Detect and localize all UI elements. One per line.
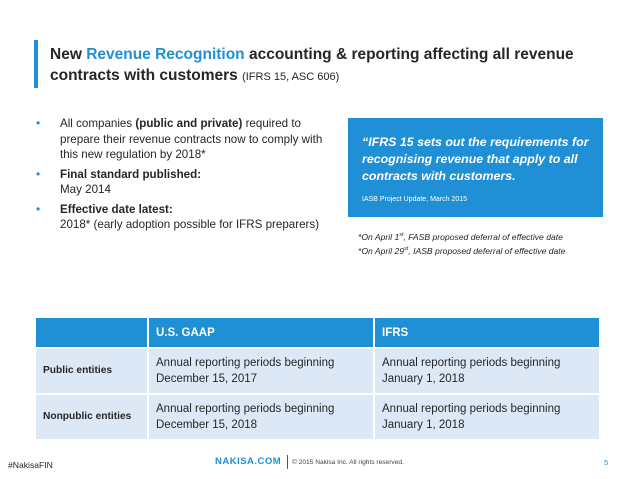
- note-text: *On April 1: [358, 231, 400, 242]
- row-label: Nonpublic entities: [36, 394, 149, 441]
- bullet-post: May 2014: [60, 183, 111, 196]
- title-rest: accounting & reporting affecting all rev…: [50, 46, 574, 84]
- bullet-dot-icon: •: [36, 201, 41, 216]
- row-label: Public entities: [36, 348, 149, 395]
- slide-title: New Revenue Recognition accounting & rep…: [50, 44, 620, 88]
- bullet-item: • Effective date latest: 2018* (early ad…: [36, 202, 326, 233]
- footer-hashtag: #NakisaFIN: [8, 460, 53, 470]
- bullet-dot-icon: •: [36, 116, 41, 130]
- note-sup: st: [404, 245, 409, 252]
- brand-logo: NAKISA.COM: [215, 456, 282, 467]
- table-header-row: U.S. GAAP IFRS: [36, 318, 601, 349]
- note-line: *On April 1st, FASB proposed deferral of…: [358, 229, 565, 243]
- bullet-bold: (public and private): [135, 117, 243, 130]
- note-line: *On April 29st, IASB proposed deferral o…: [358, 243, 565, 257]
- bullet-list: • All companies (public and private) req…: [36, 116, 326, 237]
- title-prefix: New: [50, 46, 87, 63]
- quote-box: “IFRS 15 sets out the requirements for r…: [348, 118, 603, 217]
- deferral-notes: *On April 1st, FASB proposed deferral of…: [358, 229, 565, 257]
- title-highlight: Revenue Recognition: [86, 46, 245, 63]
- bullet-item: • Final standard published: May 2014: [36, 167, 326, 198]
- quote-source: IASB Project Update, March 2015: [362, 196, 468, 203]
- bullet-bold: Final standard published:: [60, 167, 202, 181]
- table-cell: Annual reporting periods beginning Decem…: [148, 348, 375, 395]
- table-cell: Annual reporting periods beginning Decem…: [148, 394, 375, 441]
- bullet-item: • All companies (public and private) req…: [36, 116, 326, 163]
- footer-copyright: © 2015 Nakisa Inc. All rights reserved.: [292, 459, 404, 466]
- title-source: (IFRS 15, ASC 606): [242, 71, 340, 83]
- table-cell: Annual reporting periods beginning Janua…: [374, 348, 601, 395]
- bullet-dot-icon: •: [36, 166, 41, 181]
- effective-dates-table: U.S. GAAP IFRS Public entities Annual re…: [36, 318, 601, 441]
- note-text: , FASB proposed deferral of effective da…: [403, 231, 563, 242]
- footer-divider: [287, 455, 288, 469]
- note-text: , IASB proposed deferral of effective da…: [408, 245, 566, 256]
- table-header-cell: [36, 318, 149, 349]
- bullet-pre: All companies: [60, 117, 136, 130]
- bullet-post: 2018* (early adoption possible for IFRS …: [60, 218, 320, 231]
- note-text: *On April 29: [358, 245, 405, 256]
- table-header-cell: IFRS: [374, 318, 601, 349]
- quote-text: “IFRS 15 sets out the requirements for r…: [362, 135, 589, 183]
- title-accent-bar: [34, 40, 38, 88]
- bullet-bold: Effective date latest:: [60, 202, 173, 216]
- table-header-cell: U.S. GAAP: [148, 318, 375, 349]
- note-sup: st: [399, 232, 404, 238]
- page-number: 5: [604, 458, 609, 467]
- table-row: Public entities Annual reporting periods…: [36, 348, 601, 395]
- bullet-post: required to prepare their revenue contra…: [60, 117, 323, 161]
- table-cell: Annual reporting periods beginning Janua…: [374, 394, 601, 441]
- table-row: Nonpublic entities Annual reporting peri…: [36, 394, 601, 441]
